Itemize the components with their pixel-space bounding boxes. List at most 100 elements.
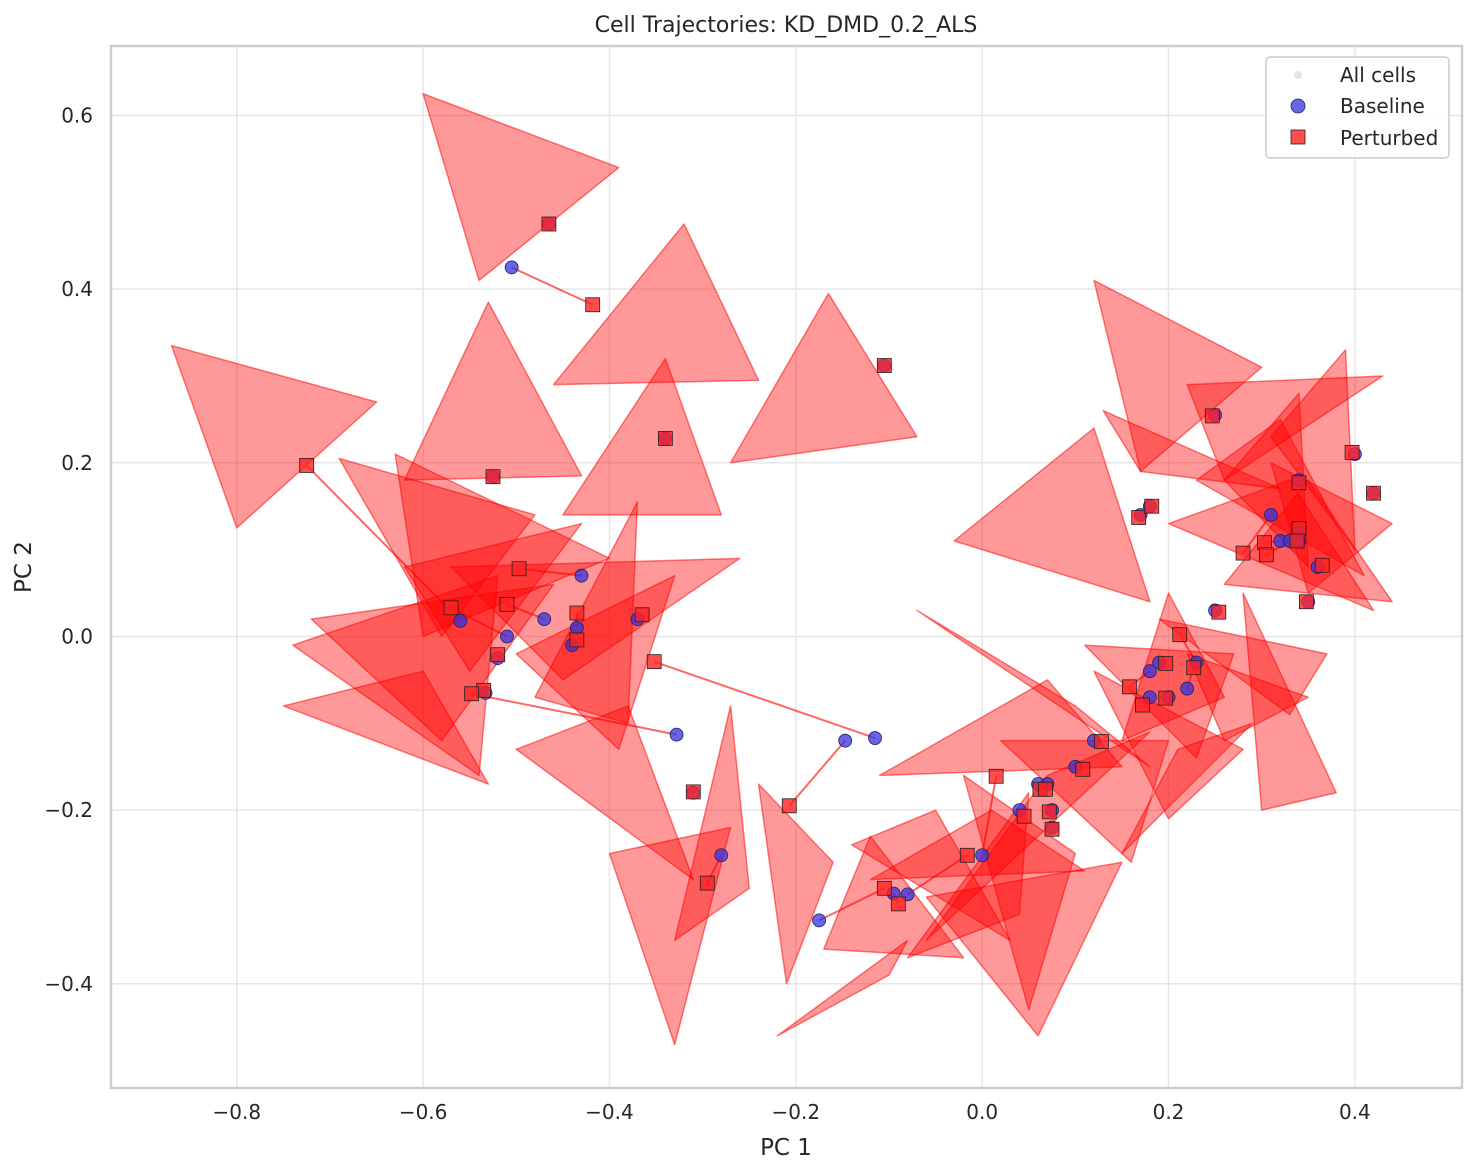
y-tick-label: 0.2 [61,451,93,475]
arrowhead [338,457,536,638]
arrowhead [925,861,1123,1037]
trajectory-line [907,854,968,896]
perturbed-point [876,880,892,896]
perturbed-point [1291,475,1307,491]
perturbed-point [876,358,892,373]
perturbed-point [511,561,527,577]
y-tick-label: −0.2 [44,798,93,822]
perturbed-point [699,875,715,891]
perturbed-point [1299,594,1314,610]
arrowhead [291,574,499,777]
perturbed-point [541,216,557,232]
perturbed-point [1158,655,1174,671]
arrowhead [1121,722,1254,855]
tick-labels: −0.8 −0.6 −0.4 −0.2 0.0 0.2 0.4 −0.4 −0.2 0.0 0.2 0… [44,103,1370,1124]
arrowhead [1093,670,1244,820]
baseline-point [1180,681,1195,696]
perturbed-point [1204,408,1220,424]
perturbed-point [490,647,506,663]
trajectory-line [305,464,462,622]
arrowhead [1102,409,1282,490]
perturbed-point [1135,697,1150,713]
arrowhead [1186,653,1310,742]
y-tick-label: −0.4 [44,972,93,996]
arrowhead [757,783,834,985]
y-tick-label: 0.4 [61,277,93,301]
arrowhead [906,792,1030,959]
arrowhead [953,427,1151,603]
arrowhead [282,670,490,785]
trajectory-line [653,660,876,740]
baseline-point [1142,664,1157,679]
y-tick-label: 0.6 [61,103,93,127]
x-tick-label: −0.4 [585,1100,634,1124]
baseline-point [669,727,684,742]
perturbed-point [569,605,585,621]
baseline-point [868,731,882,745]
perturbed-point [1158,690,1174,706]
baseline-point [453,613,468,628]
trajectory-line [471,692,677,736]
x-tick-label: −0.2 [772,1100,821,1124]
arrowhead [552,223,760,386]
arrowhead [1270,462,1393,594]
arrowhead [1158,618,1328,716]
y-axis-label: PC 2 [11,541,37,593]
chart-title: Cell Trajectories: KD_DMD_0.2_ALS [595,13,978,38]
x-tick-label: 0.0 [966,1100,998,1124]
perturbed-point [1289,533,1305,549]
perturbed-point [1075,761,1091,777]
trajectory-arrowheads [170,93,1393,1046]
legend-box [1265,56,1450,159]
perturbed-point [569,632,585,648]
perturbed-point [464,686,479,702]
baseline-point [500,629,514,644]
legend-marker-all-cells [1294,71,1302,79]
perturbed-point [1131,510,1147,525]
perturbed-point [657,431,673,446]
perturbed-point [485,469,501,485]
perturbed-point [781,798,797,814]
arrowhead [534,501,639,725]
arrowhead [776,939,909,1037]
trajectory-line [511,266,594,306]
arrowhead [403,522,583,672]
perturbed-point [1344,444,1360,460]
legend-label-baseline: Baseline [1340,94,1425,118]
perturbed-point [988,768,1004,784]
legend-marker-perturbed [1290,129,1306,145]
arrowhead [394,453,611,638]
baseline-point [574,568,589,583]
baseline-point [714,848,729,863]
trajectory-line [981,776,998,856]
perturbed-point [890,896,906,912]
legend-marker-baseline [1290,98,1306,114]
perturbed-point [1038,781,1053,797]
legend-label-perturbed: Perturbed [1340,126,1438,150]
perturbed-point [1172,627,1188,643]
perturbed-point [634,607,650,623]
perturbed-point [1211,604,1227,620]
arrowhead [916,609,1151,768]
x-tick-label: −0.8 [212,1100,261,1124]
legend: All cells Baseline Perturbed [1265,56,1450,159]
perturbed-point [1314,557,1330,573]
grid [111,46,1462,1088]
perturbed-point [1044,821,1060,837]
plot-frame [109,44,1464,1090]
baseline-point [975,848,990,863]
baseline-point [1264,508,1278,522]
perturbed-points [299,216,1381,912]
arrowhead [562,357,723,516]
arrowhead [1242,592,1337,811]
baseline-point [504,260,519,275]
baseline-point [537,612,552,626]
perturbed-point [585,297,601,313]
perturbed-point [1121,679,1137,695]
perturbed-point [1366,485,1381,501]
perturbed-point [1144,498,1160,514]
perturbed-point [1094,734,1109,749]
arrowhead [515,705,695,881]
